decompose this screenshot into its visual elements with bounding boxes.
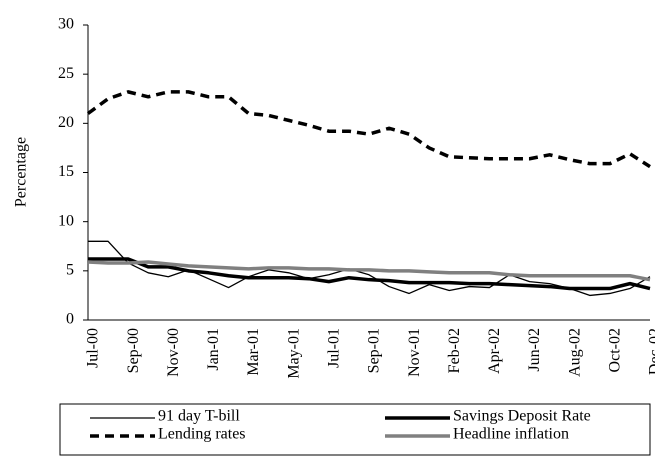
- y-tick-label: 25: [58, 65, 74, 82]
- legend-label: Lending rates: [158, 426, 246, 443]
- x-tick-label: Jan-01: [205, 328, 222, 371]
- legend-label: Savings Deposit Rate: [453, 408, 591, 425]
- x-tick-label: Nov-01: [406, 328, 423, 377]
- series-line: [88, 257, 651, 291]
- x-tick-label: Jun-02: [526, 328, 543, 372]
- x-tick-label: Nov-00: [165, 328, 182, 377]
- x-tick-label: Apr-02: [486, 328, 503, 374]
- y-axis-label: Percentage: [13, 137, 30, 207]
- x-tick-label: Oct-02: [607, 328, 624, 372]
- y-tick-label: 30: [58, 16, 74, 33]
- legend-label: 91 day T-bill: [158, 408, 240, 425]
- legend-box: [59, 403, 651, 456]
- x-tick-label: Jul-00: [85, 328, 102, 368]
- y-tick-label: 5: [66, 262, 74, 279]
- legend-label: Headline inflation: [453, 426, 569, 443]
- x-tick-label: Sep-01: [366, 328, 383, 373]
- x-tick-label: Mar-01: [245, 328, 262, 376]
- x-tick-label: Sep-00: [125, 328, 142, 373]
- y-tick-label: 10: [58, 212, 74, 229]
- x-tick-label: Aug-02: [566, 328, 583, 377]
- y-tick-label: 15: [58, 163, 74, 180]
- y-tick-label: 0: [66, 311, 74, 328]
- x-tick-label: Dec-02: [647, 328, 655, 375]
- series-line: [87, 260, 651, 282]
- x-tick-label: Feb-02: [446, 328, 463, 373]
- x-tick-label: Jul-01: [326, 328, 343, 368]
- series-line: [86, 90, 651, 169]
- y-tick-label: 20: [58, 114, 74, 131]
- x-tick-label: May-01: [285, 328, 302, 379]
- series-line: [88, 240, 651, 297]
